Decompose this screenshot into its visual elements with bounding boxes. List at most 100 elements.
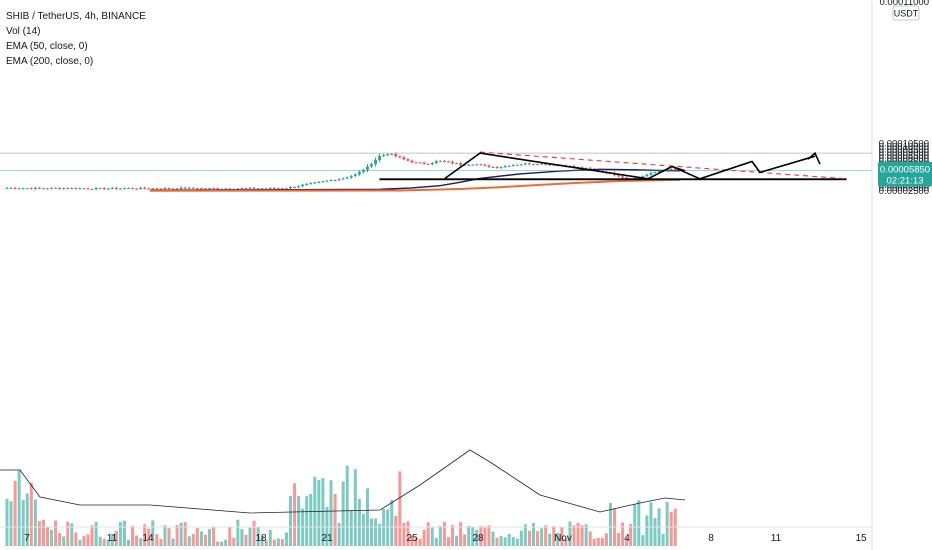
- symbol-title[interactable]: SHIB / TetherUS, 4h, BINANCE: [6, 11, 146, 22]
- volume-bar: [568, 521, 572, 546]
- candle-body: [301, 184, 305, 187]
- candle-body: [163, 188, 167, 190]
- candle-body: [281, 188, 284, 190]
- candle-body: [511, 164, 515, 166]
- candle-body: [276, 188, 280, 190]
- volume-bar: [552, 526, 556, 546]
- candle-body: [33, 187, 37, 189]
- candle-body: [313, 182, 317, 184]
- volume-bar: [629, 524, 633, 546]
- candle-body: [540, 163, 543, 165]
- candle-body: [260, 188, 264, 190]
- candle-body: [386, 154, 390, 156]
- volume-bar: [645, 515, 649, 546]
- candle-body: [483, 164, 487, 166]
- ema50-indicator-label[interactable]: EMA (50, close, 0): [6, 41, 88, 52]
- ema200-indicator-label[interactable]: EMA (200, close, 0): [6, 56, 94, 67]
- candle-body: [402, 157, 406, 160]
- candle-body: [337, 179, 341, 181]
- vol-indicator-label[interactable]: Vol (14): [6, 26, 41, 37]
- volume-bar: [337, 522, 341, 546]
- candle-body: [102, 187, 106, 190]
- candle-body: [13, 187, 17, 189]
- current-price-value: 0.00005850: [880, 165, 930, 176]
- time-tick-label: 7: [24, 533, 30, 544]
- time-tick-label: 25: [406, 533, 418, 544]
- volume-bar: [268, 529, 272, 546]
- volume-bar: [25, 493, 29, 546]
- candle-body: [430, 163, 434, 165]
- volume-bar: [386, 509, 390, 546]
- volume-bar: [345, 465, 349, 546]
- volume-bar: [495, 537, 499, 546]
- volume-bar: [236, 519, 240, 546]
- candle-body: [524, 163, 527, 165]
- volume-bar: [114, 530, 118, 546]
- volume-bar: [365, 488, 369, 546]
- candle-body: [503, 165, 507, 168]
- candle-body: [519, 164, 523, 166]
- currency-label: USDT: [894, 9, 919, 19]
- candle-body: [443, 160, 446, 162]
- volume-bar: [402, 522, 406, 546]
- volume-bar: [669, 511, 673, 546]
- candle-body: [187, 187, 191, 189]
- volume-bar: [17, 469, 21, 546]
- candle-body: [418, 162, 422, 164]
- volume-bar: [228, 526, 232, 546]
- candle-body: [86, 188, 90, 190]
- volume-bar: [66, 521, 70, 546]
- candle-body: [479, 164, 483, 166]
- volume-bar: [143, 524, 147, 546]
- candle-body: [438, 160, 442, 162]
- volume-bar: [564, 538, 568, 546]
- candle-body: [167, 188, 171, 190]
- candle-body: [289, 186, 292, 189]
- candle-body: [451, 161, 454, 164]
- candle-body: [248, 187, 252, 189]
- candle-body: [325, 180, 329, 182]
- candle-body: [29, 188, 33, 190]
- candle-body: [532, 164, 535, 166]
- candle-body: [309, 183, 313, 185]
- candle-body: [321, 181, 325, 183]
- volume-bar: [139, 538, 143, 546]
- candle-body: [653, 172, 657, 174]
- price-axis: 0.000105000.000100000.000095000.00009000…: [871, 0, 932, 550]
- volume-bar: [487, 525, 491, 546]
- time-tick-label: 21: [321, 533, 333, 544]
- candle-body: [297, 186, 300, 188]
- volume-bar: [37, 521, 41, 546]
- volume-bar: [175, 525, 179, 546]
- volume-bar: [600, 537, 604, 546]
- candle-body: [135, 188, 138, 190]
- support-zone: [379, 178, 847, 181]
- volume-bar: [110, 534, 114, 546]
- candle-body: [370, 164, 373, 167]
- volume-bar: [414, 538, 418, 546]
- volume-bar: [661, 533, 665, 546]
- volume-bar: [471, 526, 475, 546]
- volume-bar: [483, 527, 487, 546]
- volume-bar: [256, 526, 260, 546]
- volume-bar: [544, 525, 548, 546]
- projection-arrowhead: [807, 151, 821, 165]
- volume-bar: [491, 531, 495, 546]
- candle-body: [406, 159, 410, 161]
- candle-body: [42, 188, 45, 190]
- volume-bar: [195, 528, 199, 546]
- candle-body: [528, 163, 531, 165]
- candle-body: [572, 166, 576, 168]
- pattern-tail: [671, 165, 686, 172]
- volume-bar: [293, 483, 297, 546]
- volume-bar: [665, 501, 669, 546]
- time-tick-label: 4: [624, 533, 630, 544]
- volume-bar: [625, 537, 629, 546]
- candle-body: [204, 188, 207, 190]
- volume-bar: [459, 522, 463, 546]
- candle-body: [491, 166, 495, 168]
- candle-body: [212, 188, 215, 190]
- volume-bar: [260, 536, 264, 546]
- volume-bar: [208, 529, 211, 546]
